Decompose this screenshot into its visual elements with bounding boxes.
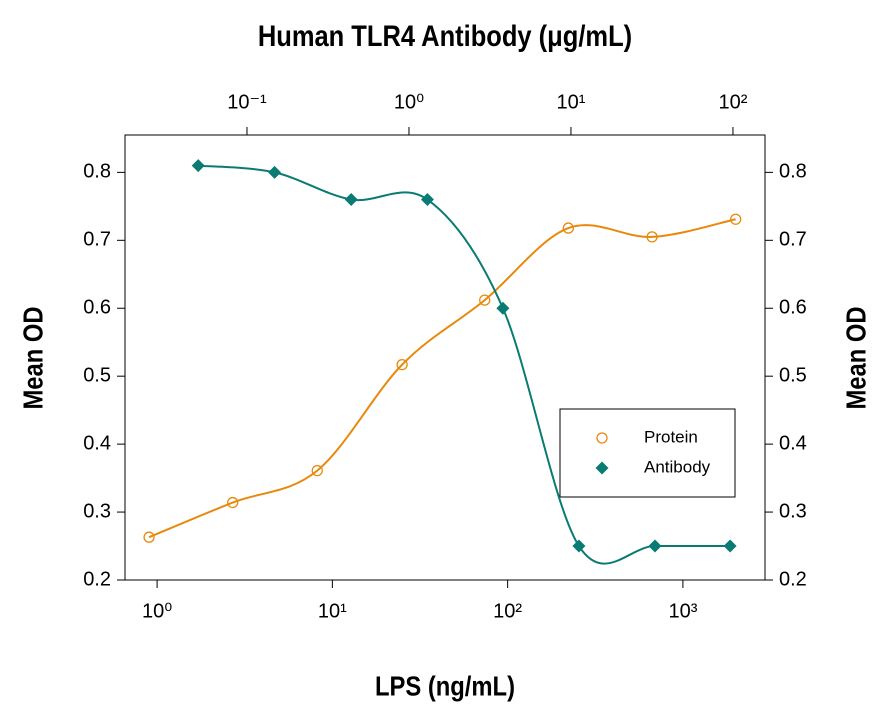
point <box>646 231 658 243</box>
x-tick-label: 10³ <box>668 600 697 622</box>
y-tick-label: 0.8 <box>83 161 111 183</box>
point <box>496 301 510 315</box>
y2-tick-label: 0.7 <box>779 229 807 251</box>
legend-label: Antibody <box>644 457 711 476</box>
legend-label: Protein <box>644 427 698 446</box>
plot-frame <box>124 134 766 581</box>
x-tick-label: 10² <box>493 600 522 622</box>
x2-tick-label: 10² <box>718 91 747 113</box>
y2-tick-label: 0.6 <box>779 297 807 319</box>
x2-tick-label: 10⁻¹ <box>227 91 267 113</box>
point <box>723 539 737 553</box>
legend-marker <box>595 461 609 475</box>
point <box>648 539 662 553</box>
x-tick-label: 10⁰ <box>142 600 172 622</box>
point <box>344 193 358 207</box>
y2-tick-label: 0.2 <box>779 568 807 590</box>
y-tick-label: 0.6 <box>83 297 111 319</box>
x-tick-label: 10¹ <box>318 600 347 622</box>
point <box>191 159 205 173</box>
point <box>143 531 155 543</box>
legend-marker <box>596 432 608 444</box>
y-axis-label: Mean OD <box>17 306 49 409</box>
point <box>479 294 491 306</box>
point <box>562 222 574 234</box>
x2-tick-label: 10⁰ <box>394 91 424 113</box>
y-tick-label: 0.5 <box>83 364 111 386</box>
point <box>730 213 742 225</box>
chart-title: Human TLR4 Antibody (μg/mL) <box>258 19 632 52</box>
point <box>227 496 239 509</box>
y-tick-label: 0.3 <box>83 500 111 522</box>
y-tick-label: 0.7 <box>83 229 111 251</box>
y-tick-label: 0.2 <box>83 568 111 590</box>
point <box>396 358 408 371</box>
y2-tick-label: 0.8 <box>779 161 807 183</box>
y2-tick-label: 0.4 <box>779 432 807 454</box>
y-tick-label: 0.4 <box>83 432 111 454</box>
point <box>268 165 282 179</box>
y2-tick-label: 0.3 <box>779 500 807 522</box>
point <box>420 193 434 207</box>
legend-box <box>559 408 736 498</box>
fit-curve <box>198 164 731 565</box>
y2-axis-label: Mean OD <box>840 306 872 409</box>
y2-tick-label: 0.5 <box>779 364 807 386</box>
fit-curve <box>148 218 736 539</box>
point <box>311 464 323 477</box>
x-axis-label: LPS (ng/mL) <box>375 670 515 702</box>
x2-tick-label: 10¹ <box>557 91 586 113</box>
point <box>572 539 586 553</box>
